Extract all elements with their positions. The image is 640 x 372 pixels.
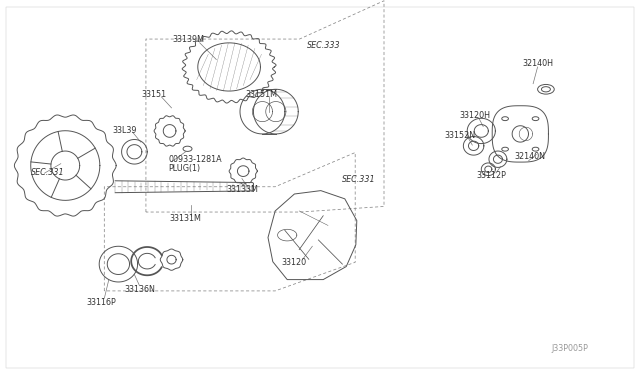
Text: 33136N: 33136N [124, 285, 155, 294]
Text: 33151M: 33151M [245, 90, 277, 99]
Text: PLUG(1): PLUG(1) [168, 164, 200, 173]
Text: 33116P: 33116P [86, 298, 116, 307]
Text: 00933-1281A: 00933-1281A [168, 155, 222, 164]
Text: 33120H: 33120H [460, 111, 490, 120]
Text: SEC.333: SEC.333 [307, 41, 341, 50]
Text: SEC.331: SEC.331 [342, 175, 376, 184]
Text: J33P005P: J33P005P [551, 344, 588, 353]
Text: 33133M: 33133M [226, 185, 258, 194]
Text: SEC.331: SEC.331 [31, 169, 65, 177]
Text: 33120: 33120 [282, 258, 307, 267]
Text: 33131M: 33131M [170, 214, 202, 223]
Text: 33112P: 33112P [477, 171, 506, 180]
Text: 33151: 33151 [141, 90, 166, 99]
Text: 32140H: 32140H [522, 59, 553, 68]
Text: 33152N: 33152N [444, 131, 475, 140]
Text: 32140N: 32140N [515, 153, 545, 161]
Text: 33L39: 33L39 [113, 126, 137, 135]
Text: 33139M: 33139M [173, 35, 205, 44]
